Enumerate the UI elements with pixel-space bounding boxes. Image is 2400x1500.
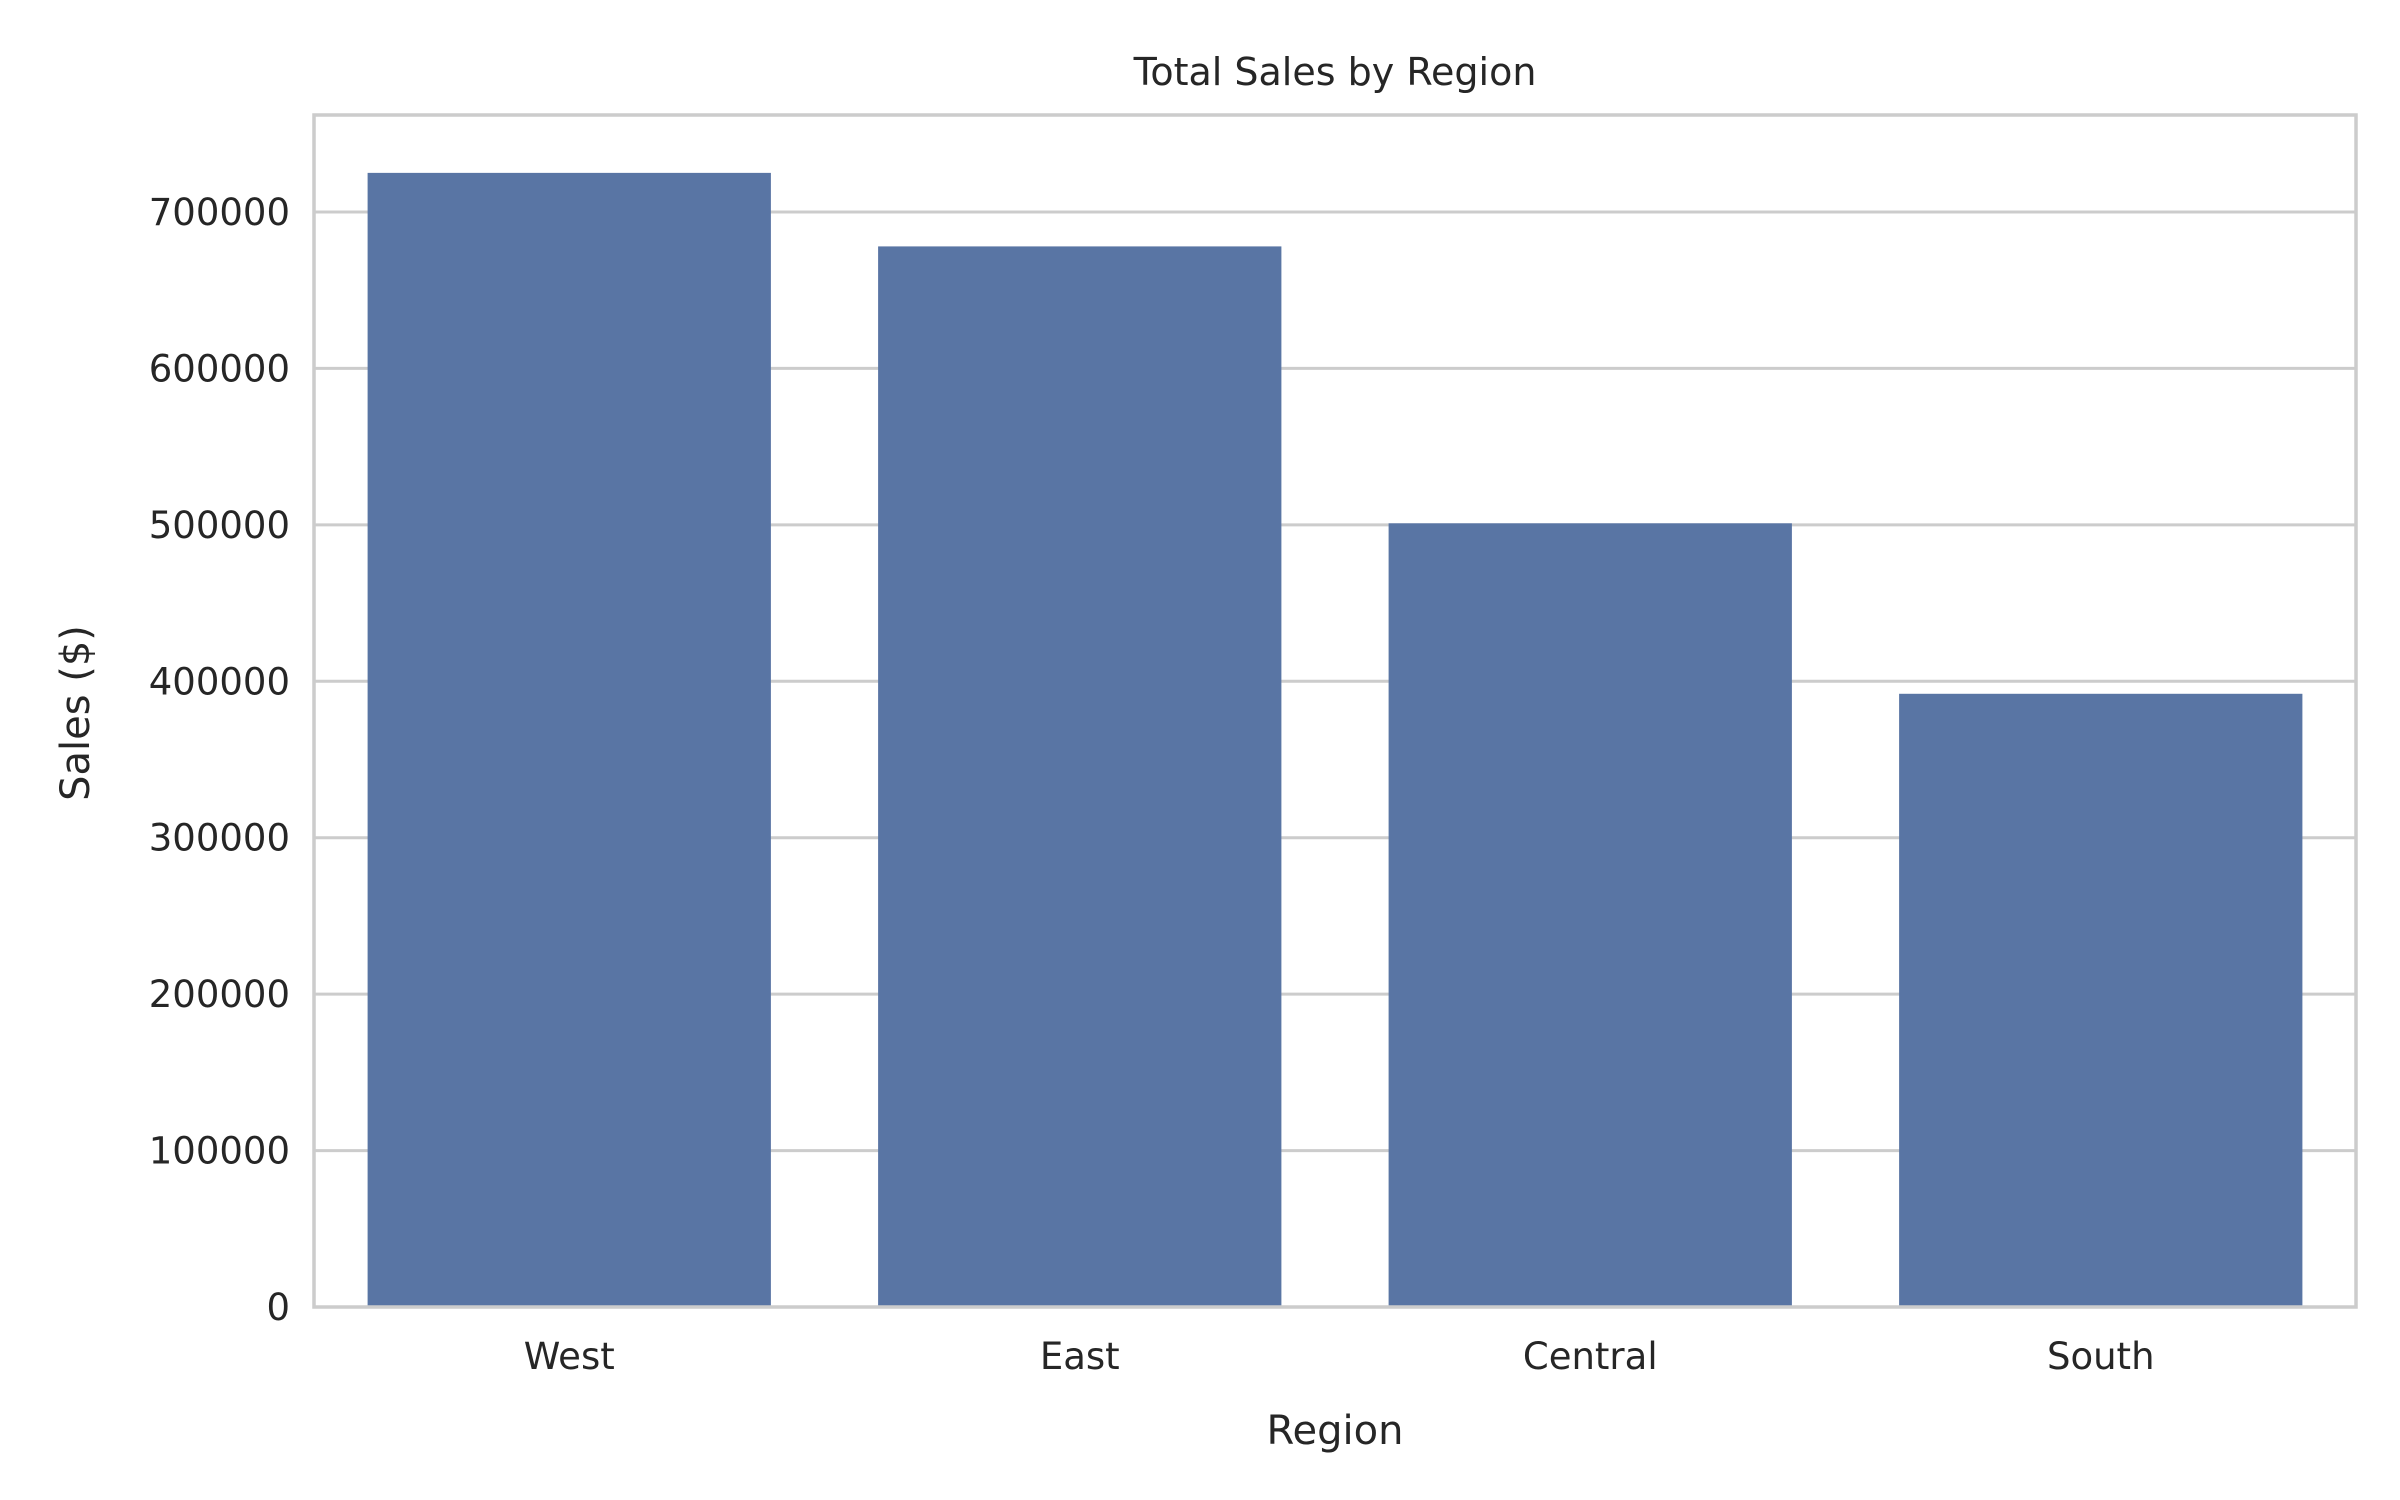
x-tick-labels: West East Central South <box>524 1335 2155 1378</box>
y-axis-label: Sales ($) <box>53 625 99 801</box>
y-tick-label: 100000 <box>149 1130 290 1173</box>
bar-central <box>1388 523 1792 1307</box>
x-tick-label: West <box>524 1335 615 1378</box>
x-tick-label: East <box>1040 1335 1120 1378</box>
bars <box>367 172 2303 1307</box>
bar-east <box>878 246 1282 1307</box>
x-axis-label: Region <box>1267 1408 1404 1454</box>
y-tick-label: 600000 <box>149 347 290 390</box>
x-tick-label: Central <box>1523 1335 1658 1378</box>
y-tick-label: 500000 <box>149 504 290 547</box>
y-tick-label: 200000 <box>149 973 290 1016</box>
bar-west <box>367 172 771 1307</box>
y-tick-labels: 0 100000 200000 300000 400000 500000 600000 700… <box>149 191 290 1329</box>
y-tick-label: 0 <box>266 1286 290 1329</box>
plot-frame <box>312 113 2358 1309</box>
x-tick-label: South <box>2047 1335 2155 1378</box>
y-tick-label: 400000 <box>149 660 290 703</box>
y-tick-label: 700000 <box>149 191 290 234</box>
y-tick-label: 300000 <box>149 817 290 860</box>
chart-title: Total Sales by Region <box>1133 50 1537 94</box>
bar-south <box>1899 693 2303 1307</box>
